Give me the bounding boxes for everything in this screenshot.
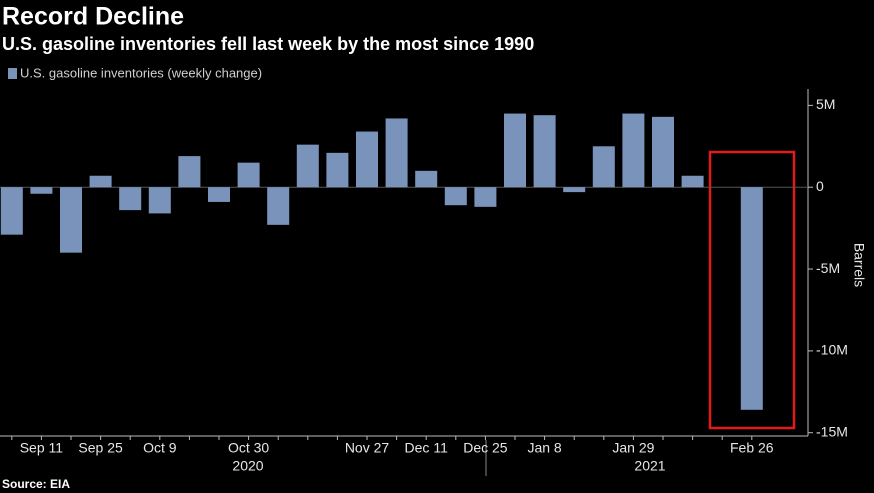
chart-title: Record Decline xyxy=(2,3,184,31)
legend-swatch xyxy=(8,68,17,79)
bar xyxy=(296,144,319,188)
bar xyxy=(415,170,438,188)
legend-label: U.S. gasoline inventories (weekly change… xyxy=(20,65,262,80)
bar xyxy=(652,116,674,188)
y-tick-label: -15M xyxy=(816,423,848,439)
x-tick-label: Nov 27 xyxy=(345,440,390,456)
bar xyxy=(474,187,497,207)
x-tick-label: Sep 11 xyxy=(20,440,64,456)
x-group-label: 2020 xyxy=(232,458,263,474)
chart-subtitle: U.S. gasoline inventories fell last week… xyxy=(2,34,534,54)
y-axis-label: Barrels xyxy=(851,243,867,287)
source: Source: EIA xyxy=(2,477,70,491)
bar xyxy=(740,187,763,410)
bar xyxy=(533,115,556,188)
bar xyxy=(208,187,230,202)
x-tick-label: Oct 30 xyxy=(228,440,269,456)
x-tick-label: Dec 11 xyxy=(405,440,449,456)
bar xyxy=(237,162,260,188)
bar xyxy=(504,113,526,188)
bar xyxy=(385,118,408,188)
x-tick-label: Jan 8 xyxy=(527,440,561,456)
bar xyxy=(681,175,704,188)
x-tick-label: Oct 9 xyxy=(143,440,177,456)
bar xyxy=(444,187,467,206)
y-tick-label: 0 xyxy=(816,178,824,194)
bar xyxy=(60,187,82,253)
y-tick-label: 5M xyxy=(816,96,835,112)
x-tick-label: Jan 29 xyxy=(612,440,654,456)
bar xyxy=(30,187,53,194)
bar xyxy=(267,187,290,225)
bar xyxy=(563,187,586,193)
bar xyxy=(178,156,201,188)
x-tick-label: Dec 25 xyxy=(463,440,508,456)
bar xyxy=(592,146,615,188)
bar xyxy=(622,113,645,188)
y-tick-label: -10M xyxy=(816,342,848,358)
bar xyxy=(0,187,23,235)
bar xyxy=(148,187,171,214)
x-tick-label: Sep 25 xyxy=(78,440,123,456)
x-group-label: 2021 xyxy=(634,458,665,474)
highlight-box xyxy=(708,150,796,430)
x-tick-label: Feb 26 xyxy=(730,440,774,456)
bar xyxy=(356,131,378,188)
bar xyxy=(119,187,142,211)
bar xyxy=(326,152,349,188)
y-tick-label: -5M xyxy=(816,260,840,276)
bar xyxy=(89,175,112,188)
